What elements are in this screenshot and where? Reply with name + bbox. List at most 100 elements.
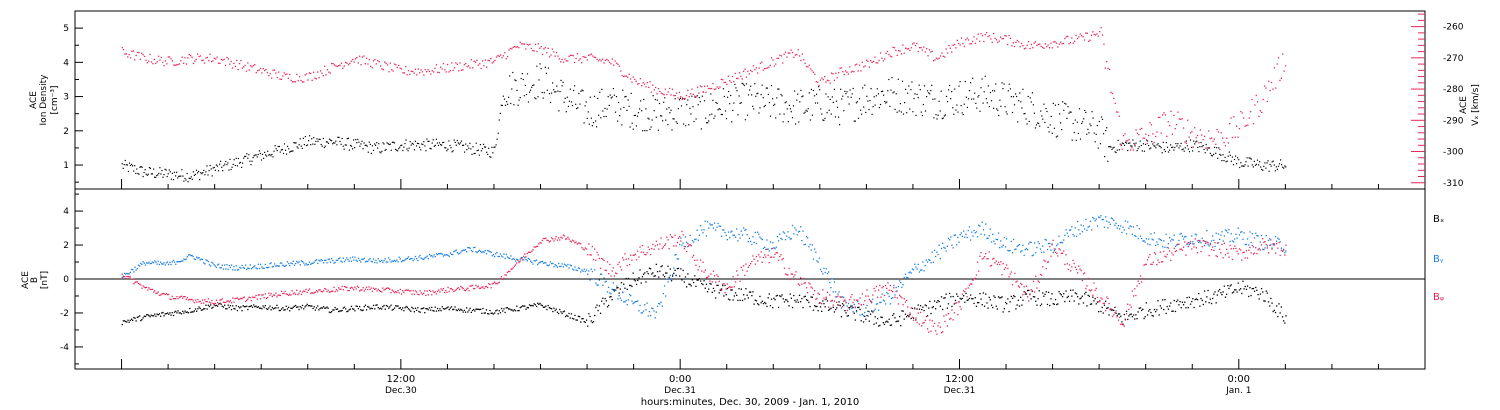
by-point [876,303,879,305]
density-point [1047,126,1049,128]
velocity-point [835,72,837,74]
bx-point [175,310,177,312]
bz-point [236,297,239,299]
bz-point [1165,256,1167,258]
b-tick-label: -2 [60,309,69,319]
velocity-point [1163,112,1165,114]
density-point [141,166,143,168]
bz-point [205,300,207,303]
bx-point [530,305,532,307]
bz-point [530,251,532,254]
by-point [1166,246,1168,249]
bz-point [389,288,391,290]
density-point [255,154,257,156]
bx-point [1120,315,1122,317]
velocity-point [953,43,956,46]
density-point [1235,155,1237,157]
density-point [126,164,128,166]
by-point [232,269,234,271]
by-point [519,258,521,260]
density-point [722,88,724,90]
bz-point [847,307,850,309]
density-point [1214,146,1216,148]
bz-point [999,263,1001,266]
by-point [989,228,991,230]
by-point [1095,218,1097,220]
bz-point [653,248,655,250]
by-point [274,263,276,265]
bx-point [798,294,801,296]
bx-point [399,307,401,309]
by-point [317,262,319,264]
velocity-point [868,66,870,68]
by-point [1021,250,1023,252]
bz-point [540,242,542,244]
by-point [1162,246,1164,248]
density-point [733,102,735,104]
density-point [860,109,862,111]
density-point [1158,145,1160,147]
bx-point [532,305,534,307]
density-point [754,83,756,85]
bx-point [130,318,133,320]
bx-point [658,276,660,278]
density-point [621,124,623,126]
bz-point [180,295,183,297]
bz-point [133,283,135,285]
velocity-point [956,39,958,41]
density-point [1267,160,1269,162]
bx-point [932,306,934,308]
bx-point [416,309,418,311]
density-point [602,110,604,112]
bx-point [332,309,334,311]
by-point [930,262,932,264]
velocity-point [1019,46,1021,48]
density-point [987,85,989,87]
velocity-point [1124,133,1126,135]
velocity-point [335,65,337,67]
bx-point [774,299,776,301]
velocity-point [381,68,383,70]
bx-point [1220,292,1222,294]
bx-point [1173,299,1175,302]
density-point [930,89,932,92]
by-point [447,254,449,257]
bx-point [492,313,495,315]
bz-point [1060,252,1062,254]
bx-point [1248,295,1250,298]
by-point [1092,216,1094,219]
density-point [700,128,702,130]
density-point [488,147,490,149]
bx-point [192,311,194,313]
by-point [995,238,997,240]
by-point [205,259,207,261]
velocity-point [318,77,320,79]
velocity-point [1081,35,1083,37]
by-point [456,252,458,254]
bx-point [911,307,914,310]
bz-point [902,304,904,306]
density-point [1067,106,1069,108]
bz-point [655,240,657,242]
velocity-point [1089,39,1091,41]
velocity-point [724,81,727,84]
by-point [1273,243,1275,245]
bx-point [1188,296,1190,298]
bx-point [803,296,805,298]
by-point [425,256,427,258]
bz-point [179,296,181,298]
bz-point [754,263,756,265]
by-point [909,271,911,273]
bz-point [126,276,128,278]
bz-point [137,282,140,285]
velocity-point [1196,134,1199,137]
density-point [546,89,548,91]
bz-point [1022,294,1024,296]
density-point [571,105,574,107]
by-point [946,245,948,247]
velocity-point [560,61,562,63]
by-point [353,259,355,261]
bz-point [1145,263,1147,265]
velocity-point [595,56,597,59]
density-point [741,82,743,84]
